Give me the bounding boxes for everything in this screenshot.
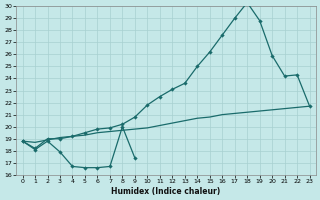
X-axis label: Humidex (Indice chaleur): Humidex (Indice chaleur) — [111, 187, 221, 196]
